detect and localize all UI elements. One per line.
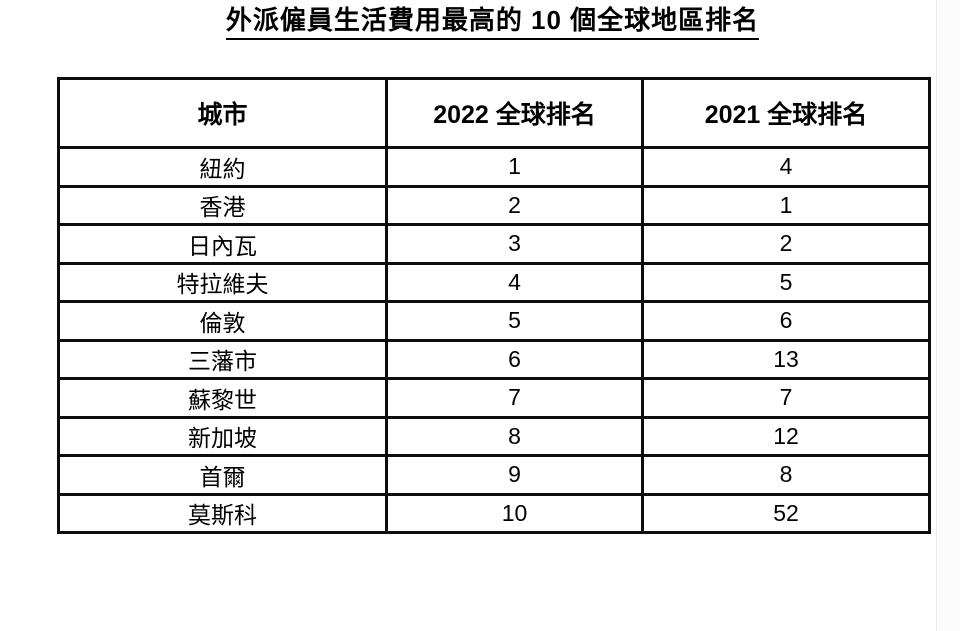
table-header-row: 城市 2022 全球排名 2021 全球排名: [57, 77, 931, 149]
city-cell: 新加坡: [57, 415, 388, 457]
ranking-table: 城市 2022 全球排名 2021 全球排名 紐約 1 4 香港 2 1 日內瓦…: [57, 77, 931, 534]
city-cell: 日內瓦: [57, 223, 388, 265]
rank-2021-cell: 7: [641, 377, 931, 419]
rank-2021-cell: 1: [641, 184, 931, 226]
city-cell: 特拉維夫: [57, 261, 388, 303]
rank-2022-cell: 10: [385, 492, 644, 534]
rank-2021-cell: 52: [641, 492, 931, 534]
rank-2021-cell: 4: [641, 146, 931, 188]
table-row: 特拉維夫 4 5: [57, 261, 931, 303]
table-row: 倫敦 5 6: [57, 300, 931, 342]
page-edge: [936, 0, 960, 631]
table-row: 三藩市 6 13: [57, 338, 931, 380]
city-cell: 蘇黎世: [57, 377, 388, 419]
table-row: 蘇黎世 7 7: [57, 377, 931, 419]
column-header-rank-2022: 2022 全球排名: [385, 77, 644, 149]
rank-2022-cell: 2: [385, 184, 644, 226]
rank-2021-cell: 5: [641, 261, 931, 303]
rank-2022-cell: 9: [385, 454, 644, 496]
city-cell: 倫敦: [57, 300, 388, 342]
column-header-city: 城市: [57, 77, 388, 149]
table-row: 日內瓦 3 2: [57, 223, 931, 265]
rank-2022-cell: 1: [385, 146, 644, 188]
city-cell: 紐約: [57, 146, 388, 188]
rank-2022-cell: 8: [385, 415, 644, 457]
city-cell: 三藩市: [57, 338, 388, 380]
table-row: 紐約 1 4: [57, 146, 931, 188]
rank-2021-cell: 8: [641, 454, 931, 496]
rank-2021-cell: 13: [641, 338, 931, 380]
city-cell: 香港: [57, 184, 388, 226]
table-row: 首爾 9 8: [57, 454, 931, 496]
city-cell: 莫斯科: [57, 492, 388, 534]
rank-2022-cell: 5: [385, 300, 644, 342]
rank-2022-cell: 6: [385, 338, 644, 380]
page-title: 外派僱員生活費用最高的 10 個全球地區排名: [57, 6, 928, 40]
rank-2021-cell: 12: [641, 415, 931, 457]
table-row: 香港 2 1: [57, 184, 931, 226]
rank-2022-cell: 3: [385, 223, 644, 265]
city-cell: 首爾: [57, 454, 388, 496]
rank-2021-cell: 2: [641, 223, 931, 265]
rank-2021-cell: 6: [641, 300, 931, 342]
rank-2022-cell: 7: [385, 377, 644, 419]
table-row: 莫斯科 10 52: [57, 492, 931, 534]
table-row: 新加坡 8 12: [57, 415, 931, 457]
column-header-rank-2021: 2021 全球排名: [641, 77, 931, 149]
rank-2022-cell: 4: [385, 261, 644, 303]
page-title-text: 外派僱員生活費用最高的 10 個全球地區排名: [225, 6, 760, 40]
